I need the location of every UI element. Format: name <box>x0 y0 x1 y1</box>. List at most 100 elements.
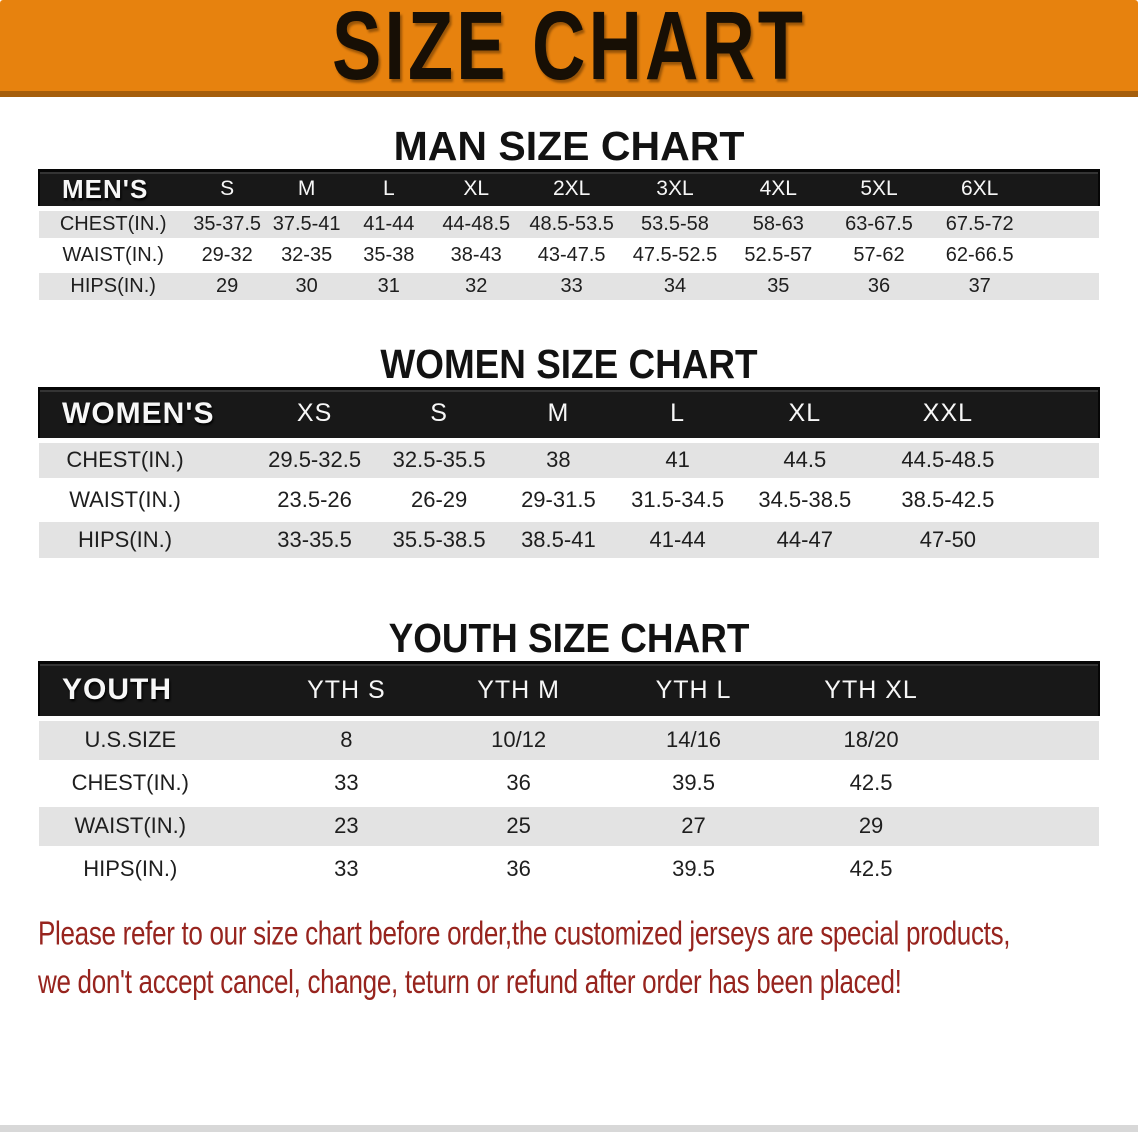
spacer-cell <box>961 718 1099 764</box>
size-value-cell: 32-35 <box>266 239 347 273</box>
table-header-row: WOMEN'S XS S M L XL XXL <box>38 386 1101 443</box>
men-table-corner-label: MEN'S <box>37 169 188 211</box>
size-value-cell: 33 <box>521 270 622 304</box>
size-value-cell: 44-47 <box>738 520 872 562</box>
size-value-cell: 35 <box>727 270 829 304</box>
bottom-strip <box>0 1125 1138 1132</box>
size-value-cell: 41-44 <box>346 208 432 242</box>
size-column-header: XXL <box>871 386 1025 443</box>
size-value-cell: 37 <box>929 270 1031 304</box>
youth-size-section: YOUTH SIZE CHART YOUTH YTH S YTH M YTH L YT… <box>0 615 1138 893</box>
spacer-cell <box>961 847 1099 893</box>
spacer-cell <box>961 661 1100 721</box>
size-value-cell: 33 <box>261 761 432 807</box>
row-label: HIPS(IN.) <box>39 847 262 893</box>
women-size-table: WOMEN'S XS S M L XL XXL CHEST(IN.) 29.5-32.5 32… <box>38 386 1101 562</box>
size-value-cell: 35-38 <box>346 239 432 273</box>
size-value-cell: 29-31.5 <box>500 480 617 522</box>
size-value-cell: 38 <box>500 440 617 482</box>
measurement-row: WAIST(IN.) 29-32 32-35 35-38 38-43 43-47.5 47.… <box>39 239 1099 273</box>
youth-chart-heading: YOUTH SIZE CHART <box>388 615 750 661</box>
row-label: CHEST(IN.) <box>39 440 251 482</box>
size-value-cell: 23 <box>261 804 432 850</box>
spacer-cell <box>1030 208 1099 242</box>
size-value-cell: 67.5-72 <box>929 208 1031 242</box>
size-value-cell: 10/12 <box>431 718 607 764</box>
size-column-header: YTH M <box>431 661 607 721</box>
men-size-table: MEN'S S M L XL 2XL 3XL 4XL 5XL 6XL CHEST(IN.) 35-… <box>37 169 1100 304</box>
measurement-row: CHEST(IN.) 33 36 39.5 42.5 <box>39 761 1099 807</box>
size-value-cell: 34.5-38.5 <box>738 480 872 522</box>
size-value-cell: 27 <box>606 804 781 850</box>
size-value-cell: 23.5-26 <box>251 480 379 522</box>
size-value-cell: 39.5 <box>606 847 781 893</box>
size-column-header: XS <box>251 386 379 443</box>
size-value-cell: 44.5-48.5 <box>871 440 1025 482</box>
size-value-cell: 32 <box>431 270 522 304</box>
measurement-row: HIPS(IN.) 29 30 31 32 33 34 35 36 37 <box>39 270 1099 304</box>
size-value-cell: 29-32 <box>187 239 267 273</box>
size-value-cell: 32.5-35.5 <box>378 440 501 482</box>
spacer-cell <box>1024 386 1101 443</box>
spacer-cell <box>1030 169 1100 211</box>
women-size-section: WOMEN SIZE CHART WOMEN'S XS S M L XL XXL CHES… <box>0 341 1138 562</box>
banner-title: SIZE CHART <box>332 0 806 101</box>
measurement-row: CHEST(IN.) 29.5-32.5 32.5-35.5 38 41 44.5 44.5… <box>39 440 1099 482</box>
size-value-cell: 48.5-53.5 <box>521 208 622 242</box>
row-label: WAIST(IN.) <box>39 804 262 850</box>
size-value-cell: 8 <box>261 718 432 764</box>
size-value-cell: 36 <box>431 761 607 807</box>
row-label: CHEST(IN.) <box>39 208 188 242</box>
size-value-cell: 18/20 <box>780 718 962 764</box>
measurement-row: WAIST(IN.) 23.5-26 26-29 29-31.5 31.5-34.5 34… <box>39 480 1099 522</box>
measurement-row: HIPS(IN.) 33-35.5 35.5-38.5 38.5-41 41-44 44-… <box>39 520 1099 562</box>
size-value-cell: 37.5-41 <box>266 208 347 242</box>
spacer-cell <box>1024 440 1099 482</box>
size-column-header: 3XL <box>621 169 728 211</box>
size-value-cell: 62-66.5 <box>929 239 1031 273</box>
size-value-cell: 35.5-38.5 <box>378 520 501 562</box>
spacer-cell <box>961 804 1099 850</box>
measurement-row: U.S.SIZE 8 10/12 14/16 18/20 <box>39 718 1099 764</box>
size-column-header: XL <box>738 386 872 443</box>
row-label: U.S.SIZE <box>39 718 262 764</box>
size-column-header: S <box>187 169 267 211</box>
size-value-cell: 29 <box>187 270 267 304</box>
size-value-cell: 42.5 <box>780 761 962 807</box>
women-table-corner-label: WOMEN'S <box>38 386 251 443</box>
banner: SIZE CHART <box>0 0 1138 100</box>
size-value-cell: 41-44 <box>616 520 739 562</box>
size-value-cell: 38-43 <box>431 239 522 273</box>
size-column-header: YTH L <box>606 661 781 721</box>
size-column-header: S <box>378 386 501 443</box>
size-column-header: YTH S <box>261 661 432 721</box>
size-value-cell: 33-35.5 <box>251 520 379 562</box>
size-value-cell: 35-37.5 <box>187 208 267 242</box>
size-value-cell: 44.5 <box>738 440 872 482</box>
disclaimer-line-2: we don't accept cancel, change, teturn o… <box>38 961 902 1000</box>
size-column-header: 6XL <box>929 169 1031 211</box>
size-value-cell: 41 <box>616 440 739 482</box>
row-label: WAIST(IN.) <box>39 480 251 522</box>
size-value-cell: 14/16 <box>606 718 781 764</box>
size-value-cell: 33 <box>261 847 432 893</box>
size-column-header: M <box>500 386 617 443</box>
size-value-cell: 53.5-58 <box>621 208 728 242</box>
measurement-row: HIPS(IN.) 33 36 39.5 42.5 <box>39 847 1099 893</box>
size-value-cell: 47-50 <box>871 520 1025 562</box>
size-value-cell: 34 <box>621 270 728 304</box>
size-value-cell: 63-67.5 <box>828 208 930 242</box>
spacer-cell <box>1024 520 1099 562</box>
size-value-cell: 47.5-52.5 <box>621 239 728 273</box>
size-value-cell: 29.5-32.5 <box>251 440 379 482</box>
size-value-cell: 52.5-57 <box>727 239 829 273</box>
spacer-cell <box>1030 270 1099 304</box>
size-column-header: L <box>346 169 432 211</box>
size-value-cell: 36 <box>828 270 930 304</box>
size-value-cell: 44-48.5 <box>431 208 522 242</box>
size-value-cell: 36 <box>431 847 607 893</box>
row-label: CHEST(IN.) <box>39 761 262 807</box>
size-value-cell: 31 <box>346 270 432 304</box>
men-size-section: MAN SIZE CHART MEN'S S M L XL 2XL 3XL 4XL 5XL 6X… <box>0 123 1138 304</box>
spacer-cell <box>1024 480 1099 522</box>
